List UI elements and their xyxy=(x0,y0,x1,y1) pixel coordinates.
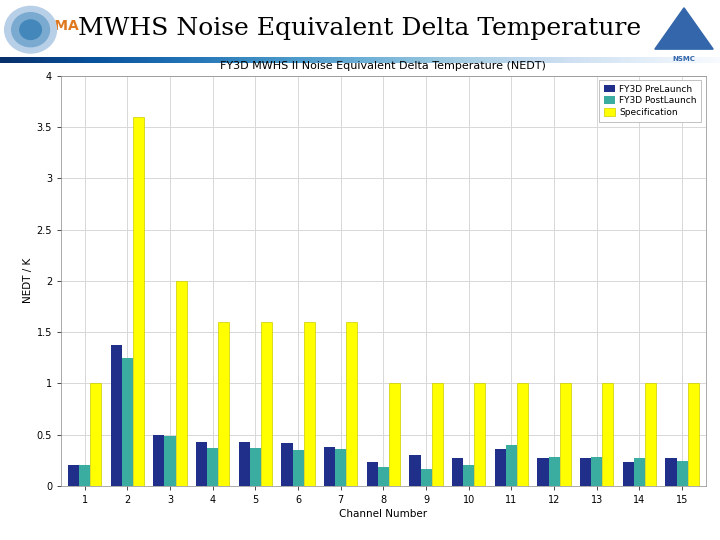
Bar xyxy=(122,357,133,486)
Bar xyxy=(645,383,656,486)
Bar xyxy=(164,436,176,486)
Bar xyxy=(688,383,699,486)
Bar xyxy=(463,465,474,486)
Bar xyxy=(410,455,420,486)
Bar xyxy=(623,462,634,486)
Bar xyxy=(324,447,336,486)
Polygon shape xyxy=(655,8,713,49)
Bar xyxy=(474,383,485,486)
Bar xyxy=(677,461,688,486)
Bar xyxy=(68,465,79,486)
Bar xyxy=(559,383,571,486)
Y-axis label: NEDT / K: NEDT / K xyxy=(22,258,32,303)
Bar xyxy=(420,469,431,486)
Bar xyxy=(431,383,443,486)
Bar xyxy=(517,383,528,486)
X-axis label: Channel Number: Channel Number xyxy=(339,509,428,519)
Bar xyxy=(378,467,389,486)
Bar xyxy=(665,458,677,486)
Bar xyxy=(250,448,261,486)
Text: CMA: CMA xyxy=(44,18,78,32)
Bar xyxy=(537,458,549,486)
Bar xyxy=(282,443,292,486)
Bar xyxy=(111,346,122,486)
Circle shape xyxy=(20,20,42,39)
Bar xyxy=(90,383,102,486)
Bar xyxy=(506,445,517,486)
Bar xyxy=(346,322,357,486)
Bar xyxy=(218,322,230,486)
Bar xyxy=(452,458,463,486)
Legend: FY3D PreLaunch, FY3D PostLaunch, Specification: FY3D PreLaunch, FY3D PostLaunch, Specifi… xyxy=(599,80,701,122)
Bar xyxy=(366,462,378,486)
Text: MWHS Noise Equivalent Delta Temperature: MWHS Noise Equivalent Delta Temperature xyxy=(78,17,642,40)
Title: FY3D MWHS II Noise Equivalent Delta Temperature (NEDT): FY3D MWHS II Noise Equivalent Delta Temp… xyxy=(220,60,546,71)
Bar xyxy=(591,457,603,486)
Bar xyxy=(580,458,591,486)
Circle shape xyxy=(12,12,50,47)
Bar xyxy=(603,383,613,486)
Bar xyxy=(79,465,90,486)
Bar xyxy=(495,449,506,486)
Bar xyxy=(304,322,315,486)
Bar xyxy=(634,458,645,486)
Bar xyxy=(153,435,164,486)
Bar xyxy=(196,442,207,486)
Bar xyxy=(133,117,144,486)
Bar xyxy=(336,449,346,486)
Bar xyxy=(239,442,250,486)
Bar xyxy=(176,281,186,486)
Bar xyxy=(549,457,559,486)
Text: NSMC: NSMC xyxy=(672,56,696,63)
Bar xyxy=(261,322,272,486)
Bar xyxy=(207,448,218,486)
Bar xyxy=(292,450,304,486)
Circle shape xyxy=(5,6,56,53)
Bar xyxy=(389,383,400,486)
